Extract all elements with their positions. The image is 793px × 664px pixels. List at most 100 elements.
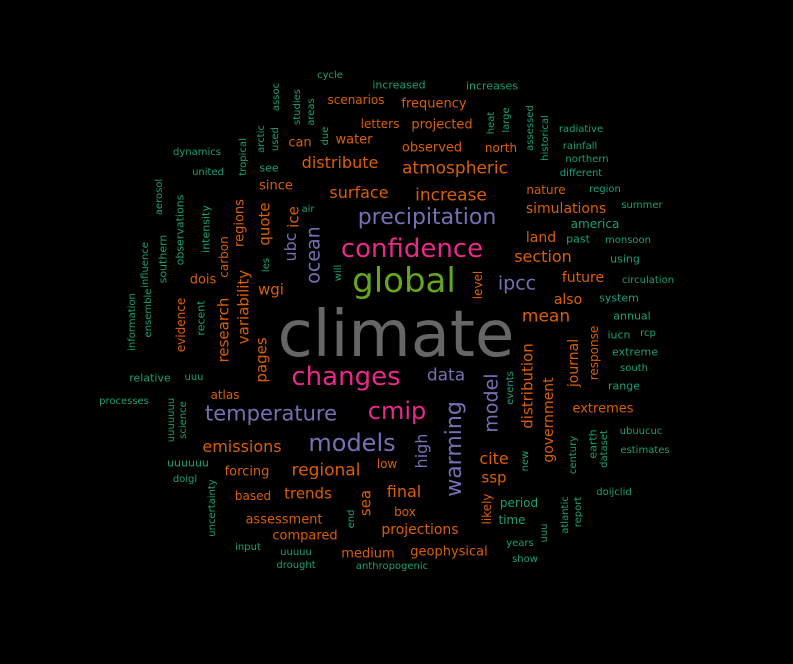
word-processes-94: processes [99,396,149,407]
word-nature-61: nature [526,183,566,197]
word-events-131: events [505,371,516,405]
word-relative-95: relative [129,371,171,385]
word-increases-70: increases [465,79,519,93]
word-report-137: report [573,496,584,528]
word-show-102: show [512,554,538,565]
word-models-7: models [308,429,396,457]
word-evidence-64: evidence [174,297,188,353]
word-large-115: large [501,107,512,133]
word-trends-25: trends [284,484,332,503]
word-southern-121: southern [156,234,170,284]
word-compared-49: compared [272,528,338,544]
word-journal-36: journal [566,338,582,388]
word-emissions-23: emissions [202,437,282,456]
word-time-103: time [498,513,526,527]
word-mean-20: mean [521,306,571,327]
word-region-75: region [589,184,621,195]
word-dataset-135: dataset [599,430,610,468]
word-ice-30: ice [284,206,303,228]
word-doijclid-91: doijclid [596,487,632,498]
word-scenarios-63: scenarios [327,93,385,107]
word-uuuuuuu-126: uuuuuuu [166,397,177,443]
word-increase-18: increase [415,185,487,206]
word-annual-83: annual [613,309,651,323]
word-monsoon-79: monsoon [605,235,651,246]
word-intensity-120: intensity [199,205,213,253]
word-ensemble-123: ensemble [143,288,154,338]
word-period-104: period [499,496,539,510]
word-influence-122: influence [140,242,151,288]
word-medium-48: medium [341,546,395,562]
word-rainfall-72: rainfall [562,141,598,152]
word-dynamics-92: dynamics [173,147,221,158]
word-iucn-84: iucn [607,328,631,342]
word-used-109: used [270,126,281,152]
word-north-60: north [484,141,518,155]
word-confidence-3: confidence [340,234,484,264]
word-ubuucuc-89: ubuucuc [619,426,663,437]
word-due-113: due [320,126,331,146]
word-past-78: past [566,232,590,246]
word-ipcc-10: ipcc [497,272,537,295]
word-ubc-13: ubc [281,232,300,262]
word-science-127: science [178,401,189,439]
word-doigl-98: doigl [172,474,198,485]
word-increased-69: increased [372,78,426,92]
word-summer-76: summer [621,200,663,211]
word-northern-73: northern [565,154,609,165]
word-rcp-85: rcp [640,328,656,339]
word-level-65: level [471,270,485,300]
word-can-59: can [288,135,312,151]
word-extremes-44: extremes [572,401,634,417]
word-letters-62: letters [360,117,400,131]
word-using-80: using [610,252,640,266]
word-will-130: will [333,264,344,282]
word-assessment-45: assessment [245,512,323,528]
word-global-1: global [352,261,456,301]
word-projections-46: projections [381,522,459,538]
word-warming-8: warming [442,401,467,497]
word-pages-33: pages [252,337,271,383]
word-geophysical-47: geophysical [410,544,488,560]
word-radiative-71: radiative [558,124,604,135]
word-atmospheric-15: atmospheric [402,158,508,179]
word-earth-134: earth [586,429,600,459]
word-uuu-139: uuu [539,523,550,543]
word-variability-31: variability [234,269,253,345]
word-temperature-6: temperature [205,401,337,426]
word-frequency-40: frequency [401,96,467,112]
word-forcing-50: forcing [224,464,270,480]
word-united-93: united [192,167,224,178]
word-uuuuuu-97: uuuuuu [167,456,209,470]
word-areas-112: areas [306,98,317,126]
word-government-35: government [541,377,557,463]
word-simulations-41: simulations [525,201,607,217]
word-heat-114: heat [486,111,497,135]
word-les-129: les [261,257,272,273]
word-ocean-9: ocean [302,226,325,284]
word-air-105: air [301,204,315,215]
word-system-82: system [599,291,639,305]
word-low-53: low [376,457,398,471]
word-see-106: see [259,161,279,175]
word-cycle-140: cycle [317,70,343,81]
word-range-88: range [608,379,640,393]
word-drought-141: drought [276,560,316,571]
word-land-21: land [525,230,557,246]
word-regions-57: regions [232,199,248,247]
word-aerosol-118: aerosol [154,178,165,216]
word-data-12: data [426,365,466,386]
word-quote-29: quote [255,202,274,246]
word-atlantic-136: atlantic [560,496,571,534]
word-extreme-86: extreme [612,345,658,359]
word-since-56: since [259,178,293,194]
word-climate-0: climate [277,298,515,372]
word-section-19: section [514,247,572,266]
word-observations-119: observations [173,194,187,266]
word-uuuuu-100: uuuuu [280,547,312,558]
word-historical-117: historical [540,115,551,161]
word-based-51: based [234,489,272,503]
word-water-58: water [335,132,373,148]
word-future-42: future [561,270,605,286]
